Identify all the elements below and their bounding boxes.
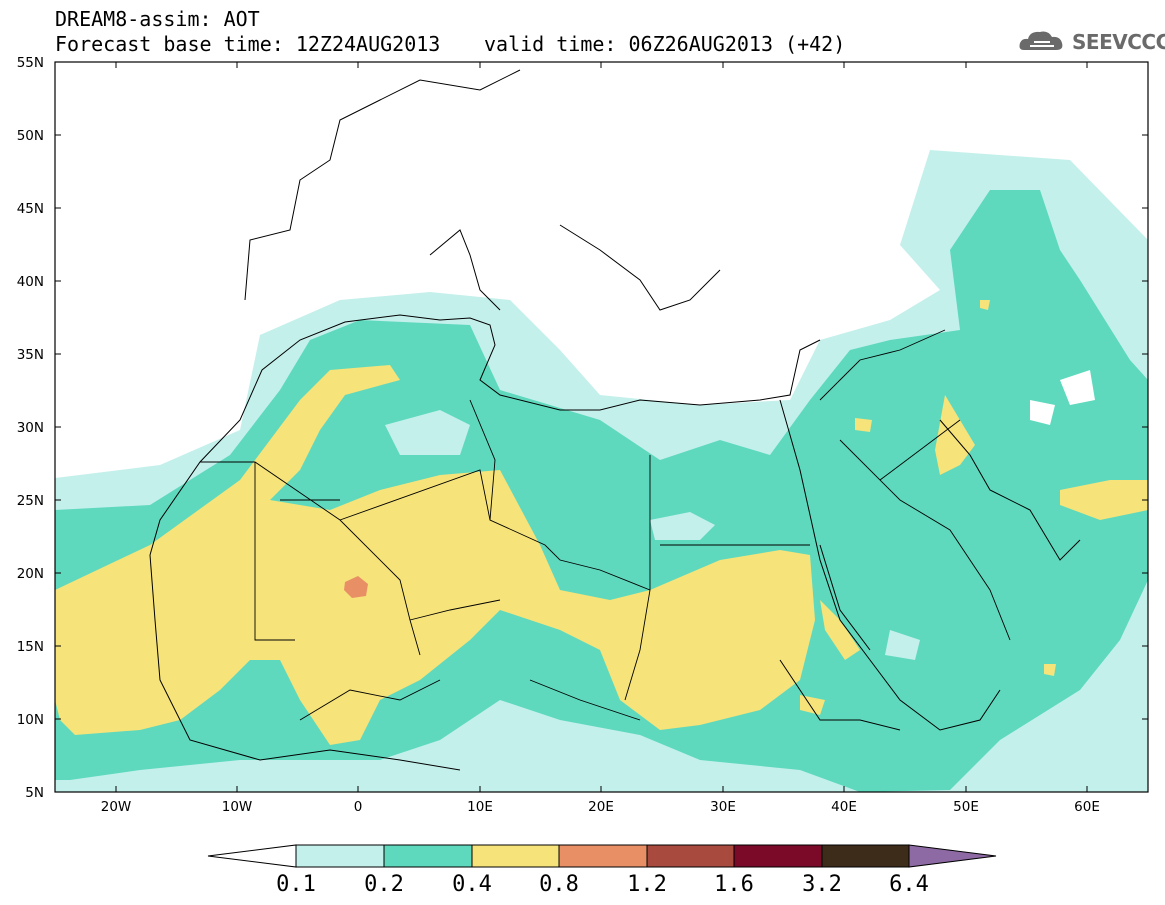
lat-label: 15N — [17, 639, 44, 655]
lat-label: 25N — [17, 493, 44, 509]
colorbar-label: 0.8 — [539, 872, 579, 897]
colorbar-label: 1.6 — [714, 872, 754, 897]
colorbar-segment — [646, 844, 735, 868]
aot-clear-patches — [1030, 370, 1095, 425]
colorbar-label: 6.4 — [889, 872, 929, 897]
lat-tick-labels: 5N 10N 15N 20N 25N 30N 35N 40N 45N 50N 5… — [17, 55, 44, 801]
aot-level-01-02-patches — [385, 375, 920, 660]
lat-label: 10N — [17, 712, 44, 728]
colorbar-label: 3.2 — [802, 872, 842, 897]
lat-label: 5N — [25, 785, 44, 801]
lon-label: 20W — [101, 799, 132, 815]
colorbar — [207, 844, 997, 868]
coastlines — [149, 69, 1081, 771]
colorbar-label: 1.2 — [627, 872, 667, 897]
lat-label: 20N — [17, 566, 44, 582]
aot-contours — [55, 62, 1148, 792]
colorbar-label: 0.4 — [452, 872, 492, 897]
country-borders — [200, 329, 1011, 721]
valid-time: valid time: 06Z26AUG2013 (+42) — [484, 32, 846, 56]
colorbar-segment — [471, 844, 560, 868]
lat-label: 45N — [17, 201, 44, 217]
lat-label: 35N — [17, 347, 44, 363]
lat-label: 40N — [17, 274, 44, 290]
lon-axis — [115, 62, 1088, 792]
cloud-icon — [1019, 31, 1063, 50]
lat-label: 30N — [17, 420, 44, 436]
logo-text: SEEVCCC — [1072, 30, 1165, 54]
lon-label: 0 — [354, 799, 363, 815]
lat-axis — [55, 61, 1148, 793]
colorbar-label: 0.2 — [364, 872, 404, 897]
lat-label: 55N — [17, 55, 44, 71]
colorbar-high-arrow — [908, 844, 997, 868]
colorbar-segment — [821, 844, 910, 868]
colorbar-label: 0.1 — [276, 872, 316, 897]
lon-tick-labels: 20W 10W 0 10E 20E 30E 40E 50E 60E — [101, 799, 1100, 815]
lon-label: 20E — [588, 799, 614, 815]
colorbar-segment — [295, 844, 385, 868]
lon-label: 10E — [467, 799, 493, 815]
colorbar-segment — [558, 844, 648, 868]
lon-label: 10W — [222, 799, 253, 815]
lat-label: 50N — [17, 128, 44, 144]
colorbar-low-arrow — [207, 844, 297, 868]
lon-label: 60E — [1074, 799, 1100, 815]
aot-level-08-12 — [344, 576, 368, 598]
lon-label: 30E — [710, 799, 736, 815]
colorbar-segment — [733, 844, 823, 868]
forecast-base-time: Forecast base time: 12Z24AUG2013 — [55, 32, 441, 56]
map-title: DREAM8-assim: AOT — [55, 7, 260, 31]
lon-label: 50E — [953, 799, 979, 815]
aot-level-04-08 — [55, 300, 1148, 745]
colorbar-segment — [383, 844, 473, 868]
lon-label: 40E — [831, 799, 857, 815]
